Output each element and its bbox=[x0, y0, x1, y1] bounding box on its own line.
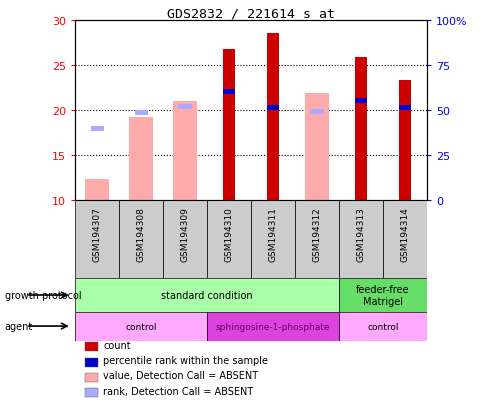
Text: GSM194314: GSM194314 bbox=[399, 206, 408, 261]
Text: GSM194308: GSM194308 bbox=[136, 206, 145, 261]
Bar bbox=[207, 200, 251, 279]
Text: GSM194312: GSM194312 bbox=[312, 206, 321, 261]
Bar bbox=[310, 110, 323, 115]
Text: count: count bbox=[103, 340, 131, 350]
Text: value, Detection Call = ABSENT: value, Detection Call = ABSENT bbox=[103, 370, 258, 380]
Text: GSM194307: GSM194307 bbox=[92, 206, 102, 261]
Bar bbox=[134, 111, 148, 116]
Bar bbox=[338, 200, 382, 279]
Bar bbox=[251, 200, 294, 279]
Text: control: control bbox=[366, 322, 398, 331]
Text: growth protocol: growth protocol bbox=[5, 290, 81, 300]
Bar bbox=[294, 200, 338, 279]
Bar bbox=[173, 102, 197, 200]
Bar bbox=[91, 127, 104, 132]
Bar bbox=[266, 106, 279, 111]
Bar bbox=[178, 104, 191, 109]
Text: agent: agent bbox=[5, 321, 33, 331]
Text: sphingosine-1-phosphate: sphingosine-1-phosphate bbox=[215, 322, 330, 331]
Bar bbox=[354, 99, 366, 104]
Text: GSM194311: GSM194311 bbox=[268, 206, 277, 261]
Bar bbox=[304, 93, 328, 200]
Text: feeder-free
Matrigel: feeder-free Matrigel bbox=[355, 285, 409, 306]
Title: GDS2832 / 221614_s_at: GDS2832 / 221614_s_at bbox=[166, 7, 334, 19]
Bar bbox=[75, 312, 207, 341]
Bar bbox=[75, 200, 119, 279]
Text: GSM194310: GSM194310 bbox=[224, 206, 233, 261]
Bar bbox=[163, 200, 207, 279]
Bar bbox=[266, 34, 279, 200]
Text: GSM194309: GSM194309 bbox=[180, 206, 189, 261]
Bar bbox=[398, 81, 410, 200]
Bar bbox=[338, 279, 426, 312]
Bar bbox=[354, 57, 366, 200]
Bar bbox=[85, 180, 109, 200]
Bar bbox=[222, 50, 235, 200]
Bar bbox=[129, 118, 153, 200]
Bar bbox=[398, 105, 410, 110]
Text: GSM194313: GSM194313 bbox=[356, 206, 364, 261]
Text: rank, Detection Call = ABSENT: rank, Detection Call = ABSENT bbox=[103, 386, 253, 396]
Text: percentile rank within the sample: percentile rank within the sample bbox=[103, 355, 268, 365]
Bar bbox=[207, 312, 338, 341]
Bar bbox=[75, 279, 338, 312]
Bar bbox=[222, 90, 235, 95]
Text: control: control bbox=[125, 322, 156, 331]
Bar bbox=[119, 200, 163, 279]
Bar bbox=[382, 200, 426, 279]
Text: standard condition: standard condition bbox=[161, 290, 252, 300]
Bar bbox=[338, 312, 426, 341]
